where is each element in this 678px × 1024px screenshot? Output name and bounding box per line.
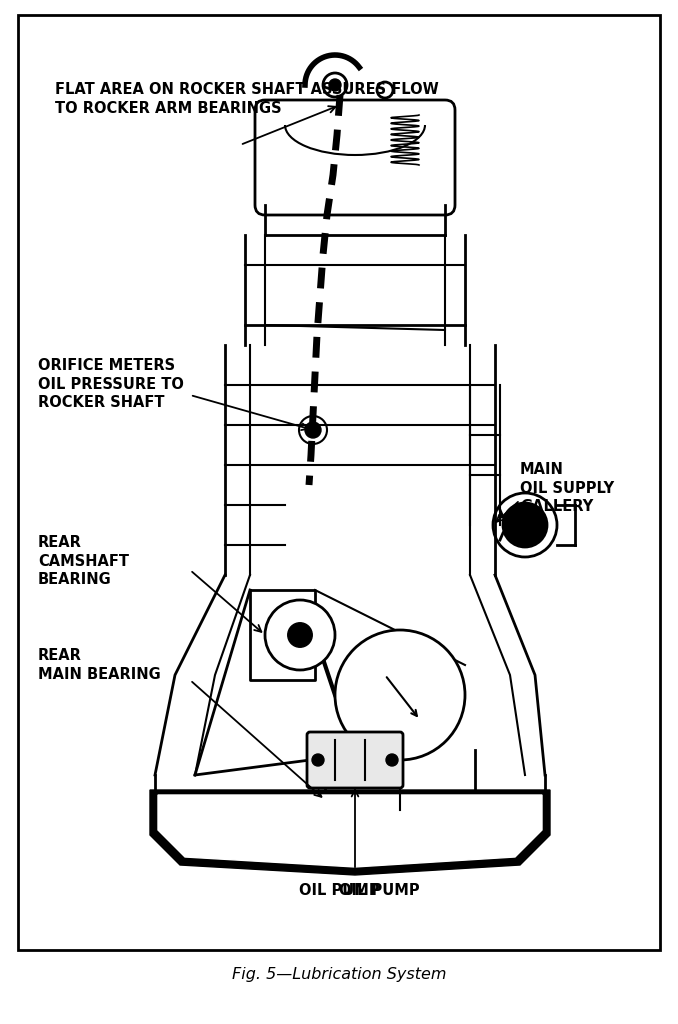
Circle shape xyxy=(329,79,341,91)
Circle shape xyxy=(305,422,321,438)
FancyBboxPatch shape xyxy=(307,732,403,788)
Circle shape xyxy=(265,600,335,670)
Text: OIL PUMP: OIL PUMP xyxy=(299,883,379,898)
Circle shape xyxy=(377,82,393,98)
Text: MAIN
OIL SUPPLY
GALLERY: MAIN OIL SUPPLY GALLERY xyxy=(520,462,614,514)
Text: ORIFICE METERS
OIL PRESSURE TO
ROCKER SHAFT: ORIFICE METERS OIL PRESSURE TO ROCKER SH… xyxy=(38,358,184,411)
Text: REAR
CAMSHAFT
BEARING: REAR CAMSHAFT BEARING xyxy=(38,535,129,587)
Text: OIL PUMP: OIL PUMP xyxy=(339,883,420,898)
Text: REAR
MAIN BEARING: REAR MAIN BEARING xyxy=(38,648,161,682)
Text: Fig. 5—Lubrication System: Fig. 5—Lubrication System xyxy=(232,968,446,982)
Circle shape xyxy=(312,754,324,766)
Polygon shape xyxy=(158,795,542,867)
Circle shape xyxy=(386,754,398,766)
FancyBboxPatch shape xyxy=(255,100,455,215)
Circle shape xyxy=(287,623,313,647)
Circle shape xyxy=(335,630,465,760)
Circle shape xyxy=(503,503,547,547)
Circle shape xyxy=(323,73,347,97)
Text: FLAT AREA ON ROCKER SHAFT ASSURES FLOW
TO ROCKER ARM BEARINGS: FLAT AREA ON ROCKER SHAFT ASSURES FLOW T… xyxy=(55,82,439,116)
Polygon shape xyxy=(150,790,550,874)
